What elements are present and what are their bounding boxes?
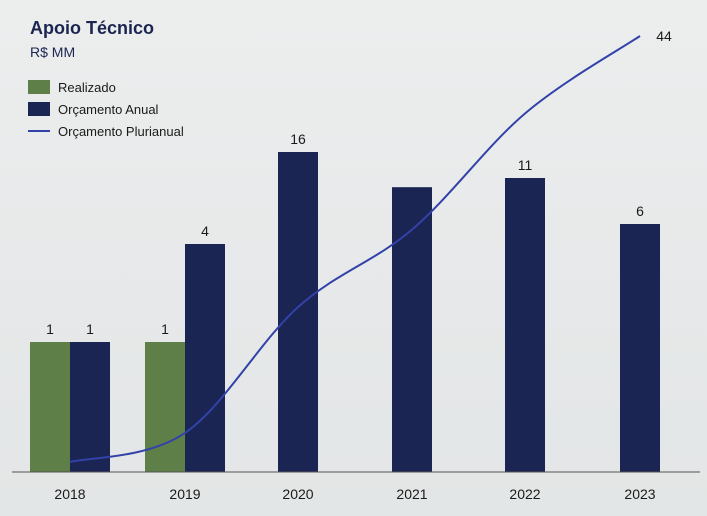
data-label-orcamento-anual-2022: 11: [518, 157, 533, 173]
legend-item-orcamento-anual: Orçamento Anual: [28, 98, 184, 120]
data-label-realizado-2018: 1: [46, 321, 54, 337]
chart-title: Apoio Técnico: [30, 18, 155, 38]
x-tick-label-2019: 2019: [169, 486, 200, 502]
chart-legend: Realizado Orçamento Anual Orçamento Plur…: [28, 76, 184, 142]
line-orcamento-plurianual: [69, 35, 641, 463]
bar-orcamento-anual-2020: [278, 152, 318, 472]
legend-swatch-realizado: [28, 80, 50, 94]
bar-orcamento-anual-2018: [70, 342, 110, 472]
x-tick-label-2020: 2020: [282, 486, 313, 502]
bar-orcamento-anual-2023: [620, 224, 660, 472]
legend-item-realizado: Realizado: [28, 76, 184, 98]
data-label-orcamento-anual-2019: 4: [201, 223, 209, 239]
data-label-orcamento-anual-2023: 6: [636, 203, 644, 219]
legend-label-orcamento-plurianual: Orçamento Plurianual: [58, 123, 184, 139]
legend-label-orcamento-anual: Orçamento Anual: [58, 101, 159, 117]
x-tick-label-2023: 2023: [624, 486, 655, 502]
x-tick-label-2021: 2021: [396, 486, 427, 502]
legend-swatch-orcamento-anual: [28, 102, 50, 116]
chart-subtitle: R$ MM: [30, 44, 76, 60]
data-label-orcamento-plurianual-2023: 44: [656, 28, 672, 44]
legend-swatch-orcamento-plurianual: [28, 130, 50, 132]
bar-orcamento-anual-2021: [392, 187, 432, 472]
bar-realizado-2018: [30, 342, 70, 472]
data-label-realizado-2019: 1: [161, 321, 169, 337]
data-label-orcamento-anual-2018: 1: [86, 321, 94, 337]
x-tick-label-2022: 2022: [509, 486, 540, 502]
legend-label-realizado: Realizado: [58, 79, 116, 95]
bar-orcamento-anual-2019: [185, 244, 225, 472]
data-label-orcamento-anual-2020: 16: [290, 131, 306, 147]
x-tick-label-2018: 2018: [54, 486, 85, 502]
bar-orcamento-anual-2022: [505, 178, 545, 472]
legend-item-orcamento-plurianual: Orçamento Plurianual: [28, 120, 184, 142]
bar-realizado-2019: [145, 342, 185, 472]
